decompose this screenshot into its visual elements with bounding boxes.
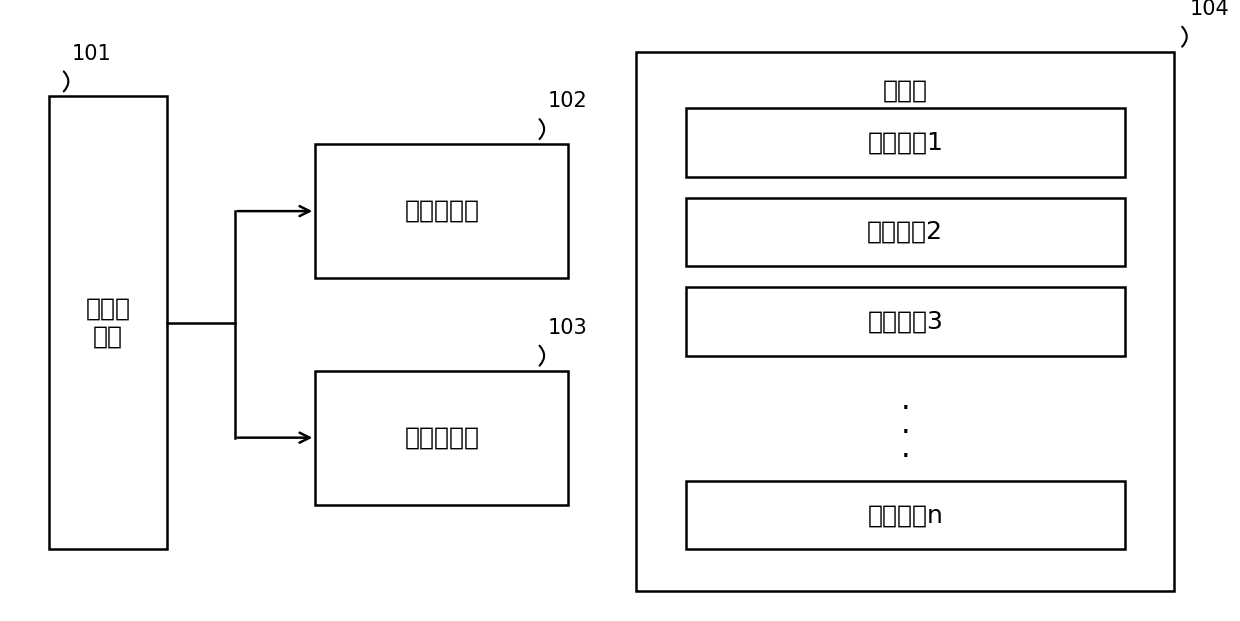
Text: 103: 103 bbox=[548, 318, 588, 338]
FancyBboxPatch shape bbox=[686, 287, 1125, 356]
FancyBboxPatch shape bbox=[686, 108, 1125, 177]
FancyBboxPatch shape bbox=[50, 96, 167, 550]
Text: 第一路由器: 第一路由器 bbox=[404, 199, 480, 223]
Text: ·: · bbox=[900, 419, 910, 448]
FancyBboxPatch shape bbox=[636, 52, 1174, 591]
FancyBboxPatch shape bbox=[686, 481, 1125, 550]
Text: 测试控
制端: 测试控 制端 bbox=[86, 297, 130, 349]
FancyBboxPatch shape bbox=[315, 144, 568, 278]
Text: 测试终煲3: 测试终煲3 bbox=[867, 309, 944, 333]
Text: ·: · bbox=[900, 395, 910, 424]
Text: 101: 101 bbox=[72, 43, 112, 63]
Text: 测试终煲2: 测试终煲2 bbox=[867, 220, 944, 244]
Text: 第二路由器: 第二路由器 bbox=[404, 425, 480, 450]
Text: 老化房: 老化房 bbox=[883, 78, 928, 102]
FancyBboxPatch shape bbox=[315, 371, 568, 505]
FancyBboxPatch shape bbox=[686, 197, 1125, 266]
Text: 104: 104 bbox=[1190, 0, 1230, 19]
Text: 测试终煲n: 测试终煲n bbox=[867, 503, 944, 527]
Text: 测试终煲1: 测试终煲1 bbox=[867, 130, 944, 155]
Text: ·: · bbox=[900, 443, 910, 471]
Text: 102: 102 bbox=[548, 91, 588, 111]
